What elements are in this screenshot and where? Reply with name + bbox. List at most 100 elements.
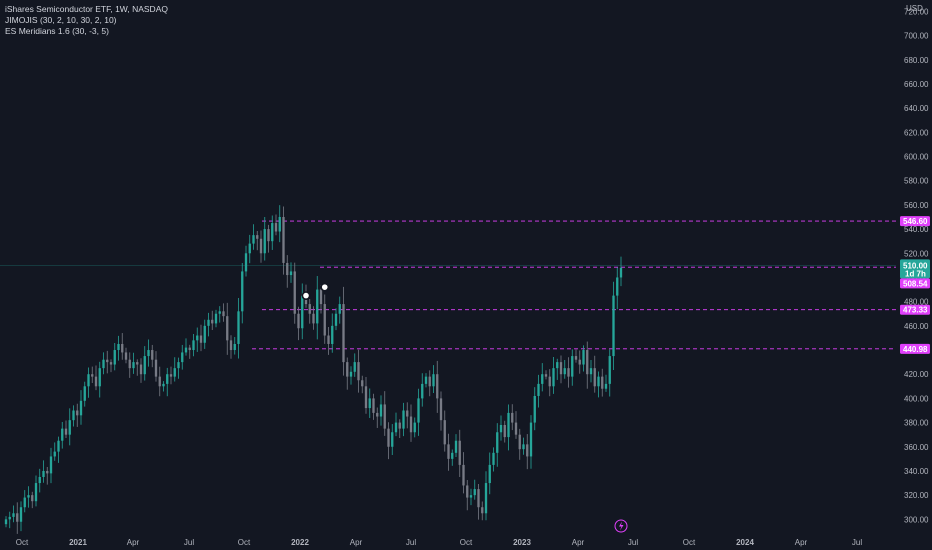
price-tag-label: 440.98 — [903, 345, 928, 354]
candle-body — [162, 383, 165, 387]
legend-title: iShares Semiconductor ETF, 1W, NASDAQ — [5, 4, 168, 14]
candle-body — [518, 434, 521, 450]
candle-body — [143, 356, 146, 375]
candle-body — [79, 400, 83, 416]
candle-body — [409, 416, 413, 433]
price-tick: 660.00 — [904, 80, 929, 89]
price-tick: 620.00 — [904, 128, 929, 137]
candle-body — [274, 223, 278, 232]
price-tag — [900, 343, 930, 354]
candle-body — [439, 398, 443, 421]
candle-body — [391, 432, 394, 447]
time-tick: 2022 — [291, 538, 309, 547]
candle-body — [289, 271, 293, 276]
price-tag — [900, 304, 930, 315]
candle-body — [417, 398, 420, 423]
candle-body — [61, 428, 64, 441]
candle-body — [346, 362, 349, 377]
candle-body — [117, 343, 120, 351]
candle-body — [597, 376, 600, 387]
candle-body — [16, 513, 19, 522]
price-tick: 600.00 — [904, 153, 929, 162]
candle-body — [154, 359, 158, 377]
time-tick: Oct — [683, 538, 696, 547]
candle-body — [233, 343, 236, 351]
candle-body — [136, 362, 139, 365]
candle-body — [68, 420, 71, 435]
candle-body — [454, 440, 458, 453]
time-axis[interactable] — [0, 534, 932, 550]
candle-body — [586, 350, 589, 375]
candle-body — [473, 489, 476, 496]
price-tick: 460.00 — [904, 322, 929, 331]
last-price-tag — [900, 259, 930, 279]
price-tag-label: 546.60 — [903, 217, 928, 226]
candle-body — [271, 223, 274, 242]
candle-body — [372, 398, 375, 413]
candle-body — [64, 428, 68, 435]
price-tick: 300.00 — [904, 515, 929, 524]
candle-body — [87, 374, 90, 387]
candle-body — [357, 362, 360, 381]
price-tick: 700.00 — [904, 32, 929, 41]
candle-body — [503, 425, 506, 438]
price-tick: 580.00 — [904, 177, 929, 186]
time-tick: Oct — [238, 538, 251, 547]
candle-body — [94, 376, 98, 387]
candle-body — [19, 507, 23, 522]
legend-indicator-meridians[interactable]: ES Meridians 1.6 (30, -3, 5) — [5, 26, 109, 36]
candle-body — [49, 456, 53, 474]
time-tick: Jul — [184, 538, 194, 547]
candle-body — [218, 311, 221, 314]
candle-body — [383, 404, 386, 429]
candle-body — [113, 350, 116, 365]
candle-body — [327, 335, 330, 344]
price-tick: 640.00 — [904, 104, 929, 113]
time-tick: Jul — [628, 538, 638, 547]
candle-body — [319, 289, 323, 305]
candle-body — [334, 313, 338, 326]
candle-body — [413, 422, 416, 433]
candle-body — [578, 359, 581, 365]
candle-body — [331, 325, 334, 344]
time-tick: Apr — [572, 538, 585, 547]
candle-body — [169, 374, 173, 377]
candle-body — [166, 374, 169, 384]
candle-body — [177, 362, 180, 369]
candle-body — [263, 229, 266, 254]
time-tick: Apr — [350, 538, 363, 547]
candle-body — [203, 325, 206, 343]
flash-icon[interactable] — [614, 519, 628, 533]
candle-body — [492, 452, 495, 465]
candle-body — [349, 371, 353, 377]
candle-body — [484, 483, 488, 514]
candle-body — [488, 464, 491, 484]
candle-body — [552, 368, 555, 387]
candle-body — [297, 313, 300, 329]
candle-body — [604, 383, 608, 389]
price-tick: 520.00 — [904, 249, 929, 258]
candle-body — [76, 410, 79, 416]
candle-body — [214, 313, 218, 324]
time-tick: Oct — [460, 538, 473, 547]
price-tick: 540.00 — [904, 225, 929, 234]
candle-body — [12, 513, 15, 517]
candle-body — [128, 359, 131, 369]
candle-body — [4, 519, 8, 525]
candle-body — [188, 347, 191, 351]
candle-body — [244, 253, 248, 272]
candle-body — [91, 374, 94, 377]
candle-body — [612, 295, 615, 357]
candle-body — [529, 422, 533, 457]
candle-body — [267, 229, 270, 242]
price-tick: 340.00 — [904, 467, 929, 476]
candle-body — [181, 352, 184, 363]
candle-body — [72, 410, 75, 421]
candle-body — [582, 350, 585, 365]
candle-body — [589, 368, 593, 375]
time-tick: 2021 — [69, 538, 87, 547]
time-tick: Oct — [16, 538, 29, 547]
legend-indicator-jimojis[interactable]: JIMOJIS (30, 2, 10, 30, 2, 10) — [5, 15, 117, 25]
candle-body — [364, 386, 368, 409]
